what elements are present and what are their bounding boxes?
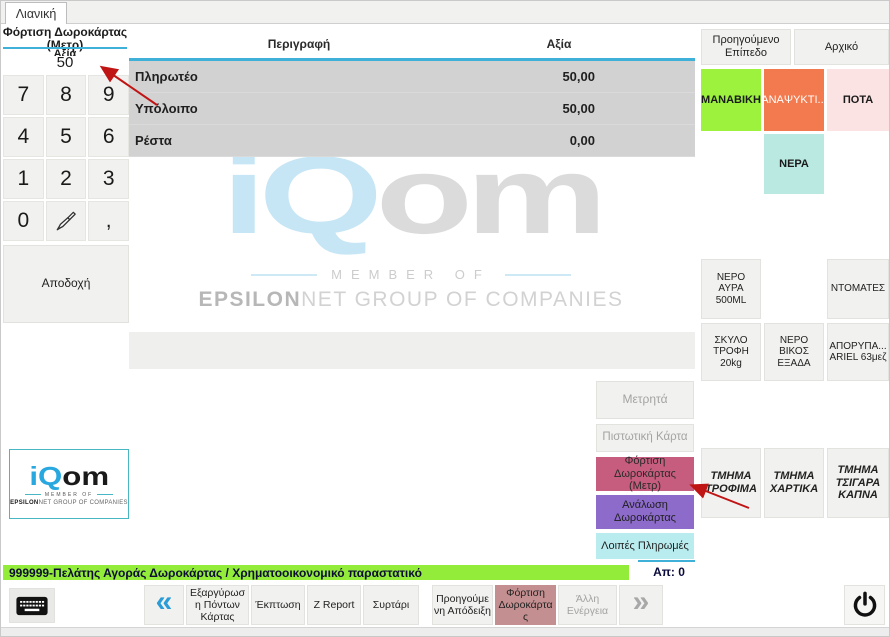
product-nero-ayra-button[interactable]: ΝΕΡΟ ΑΥΡΑ 500ML <box>701 259 761 319</box>
power-button[interactable] <box>844 585 885 625</box>
numpad-key-1[interactable]: 1 <box>3 159 44 199</box>
department-xartika-button[interactable]: ΤΜΗΜΑ ΧΑΡΤΙΚΑ <box>764 448 824 518</box>
receipt-count: Απ: 0 <box>653 565 685 579</box>
numpad-key-3[interactable]: 3 <box>88 159 129 199</box>
row-label: Ρέστα <box>135 133 172 148</box>
product-ntomates-button[interactable]: ΝΤΟΜΑΤΕΣ <box>827 259 889 319</box>
payment-credit-card-button[interactable]: Πιστωτική Κάρτα <box>596 424 694 452</box>
numpad-key-5[interactable]: 5 <box>45 117 87 157</box>
accept-button[interactable]: Αποδοχή <box>3 245 129 323</box>
payment-cash-button[interactable]: Μετρητά <box>596 381 694 419</box>
receipt-count-accent <box>638 560 695 562</box>
receipt-col-value: Αξία <box>546 37 572 51</box>
category-anapsyktika-button[interactable]: ΑΝΑΨΥΚΤΙ... <box>761 69 827 131</box>
window-bottom-strip <box>1 627 889 636</box>
logo-dash-right <box>97 494 114 495</box>
keypad-title-underline <box>3 47 127 49</box>
numpad-clear-key[interactable] <box>45 201 87 241</box>
receipt-empty-row <box>129 332 695 369</box>
receipt-row-change: Ρέστα 0,00 <box>129 125 695 157</box>
receipt-col-description: Περιγραφή <box>267 37 331 51</box>
other-action-button[interactable]: Άλλη Ενέργεια <box>558 585 617 625</box>
receipt-row-payable: Πληρωτέο 50,00 <box>129 61 695 93</box>
numpad-key-8[interactable]: 8 <box>45 75 87 115</box>
cash-drawer-button[interactable]: Συρτάρι <box>363 585 419 625</box>
home-button[interactable]: Αρχικό <box>794 29 889 65</box>
power-icon <box>851 591 879 619</box>
numpad-key-7[interactable]: 7 <box>3 75 44 115</box>
previous-receipt-button[interactable]: Προηγούμενη Απόδειξη <box>432 585 493 625</box>
discount-button[interactable]: Έκπτωση <box>251 585 305 625</box>
gift-card-load-toolbar-button[interactable]: Φόρτιση Δωροκάρτας <box>495 585 556 625</box>
row-label: Πληρωτέο <box>135 69 198 84</box>
iqom-logo-box: iQom MEMBER OF EPSILONNET GROUP OF COMPA… <box>9 449 129 519</box>
numpad-key-2[interactable]: 2 <box>45 159 87 199</box>
payment-gift-card-redeem-button[interactable]: Ανάλωση Δωροκάρτας <box>596 495 694 529</box>
numpad-comma-key[interactable]: , <box>88 201 129 241</box>
previous-level-button[interactable]: Προηγούμενο Επίπεδο <box>701 29 791 65</box>
customer-status-bar: 999999-Πελάτης Αγοράς Δωροκάρτας / Χρημα… <box>3 565 629 580</box>
category-manaviki-button[interactable]: ΜΑΝΑΒΙΚΗ <box>701 69 761 131</box>
category-nera-button[interactable]: ΝΕΡΑ <box>764 134 824 194</box>
watermark-brand: EPSILONNET GROUP OF COMPANIES <box>198 288 624 311</box>
redeem-points-button[interactable]: Εξαργύρωση Πόντων Κάρτας <box>186 585 249 625</box>
amount-field-label: Αξία <box>53 49 77 56</box>
logo-member-of: MEMBER OF <box>44 491 94 498</box>
tab-bar <box>1 1 889 24</box>
numpad-key-6[interactable]: 6 <box>88 117 129 157</box>
row-value: 0,00 <box>569 133 595 148</box>
numpad-key-0[interactable]: 0 <box>3 201 44 241</box>
watermark-dash-left <box>251 273 318 276</box>
z-report-button[interactable]: Z Report <box>307 585 361 625</box>
scroll-left-button[interactable]: « <box>144 585 184 625</box>
product-skylo-trofi-button[interactable]: ΣΚΥΛΟ ΤΡΟΦΗ 20kg <box>701 323 761 381</box>
logo-brand: EPSILONNET GROUP OF COMPANIES <box>10 499 128 506</box>
watermark-member-of: MEMBER OF <box>331 267 491 282</box>
product-aporypantiko-ariel-button[interactable]: ΑΠΟΡΥΠΑ... ARIEL 63μεζ <box>827 323 889 381</box>
scroll-right-button[interactable]: » <box>619 585 663 625</box>
department-trofima-button[interactable]: ΤΜΗΜΑ ΤΡΟΦΙΜΑ <box>701 448 761 518</box>
row-value: 50,00 <box>562 69 595 84</box>
department-tsigara-kapna-button[interactable]: ΤΜΗΜΑ ΤΣΙΓΑΡΑ ΚΑΠΝΑ <box>827 448 889 518</box>
double-chevron-left-icon: « <box>155 584 173 618</box>
row-value: 50,00 <box>562 101 595 116</box>
numpad-key-4[interactable]: 4 <box>3 117 44 157</box>
logo-dash-left <box>24 494 41 495</box>
virtual-keyboard-button[interactable] <box>9 588 55 623</box>
payment-gift-card-load-button[interactable]: Φόρτιση Δωροκάρτας (Μετρ) <box>596 455 694 492</box>
amount-value-field[interactable]: 50 <box>56 54 74 71</box>
product-nero-vikos-button[interactable]: ΝΕΡΟ ΒΙΚΟΣ ΕΞΑΔΑ <box>764 323 824 381</box>
background-watermark: iQom MEMBER OF EPSILONNET GROUP OF COMPA… <box>151 141 671 312</box>
numpad-key-9[interactable]: 9 <box>88 75 129 115</box>
payment-other-button[interactable]: Λοιπές Πληρωμές <box>596 533 694 559</box>
watermark-dash-right <box>504 273 571 276</box>
tab-retail[interactable]: Λιανική <box>5 2 67 24</box>
category-pota-button[interactable]: ΠΟΤΑ <box>827 69 889 131</box>
receipt-totals: Πληρωτέο 50,00 Υπόλοιπο 50,00 Ρέστα 0,00 <box>129 61 695 157</box>
paintbrush-icon <box>55 210 77 232</box>
iqom-logo: iQom <box>29 460 109 491</box>
iqom-watermark-logo: iQom <box>221 134 608 257</box>
numpad: 7 8 9 4 5 6 1 2 3 0 , <box>3 75 129 241</box>
receipt-header-underline <box>129 58 695 61</box>
double-chevron-right-icon: » <box>632 584 650 618</box>
keyboard-icon <box>15 595 49 617</box>
row-label: Υπόλοιπο <box>135 101 198 116</box>
receipt-row-remainder: Υπόλοιπο 50,00 <box>129 93 695 125</box>
